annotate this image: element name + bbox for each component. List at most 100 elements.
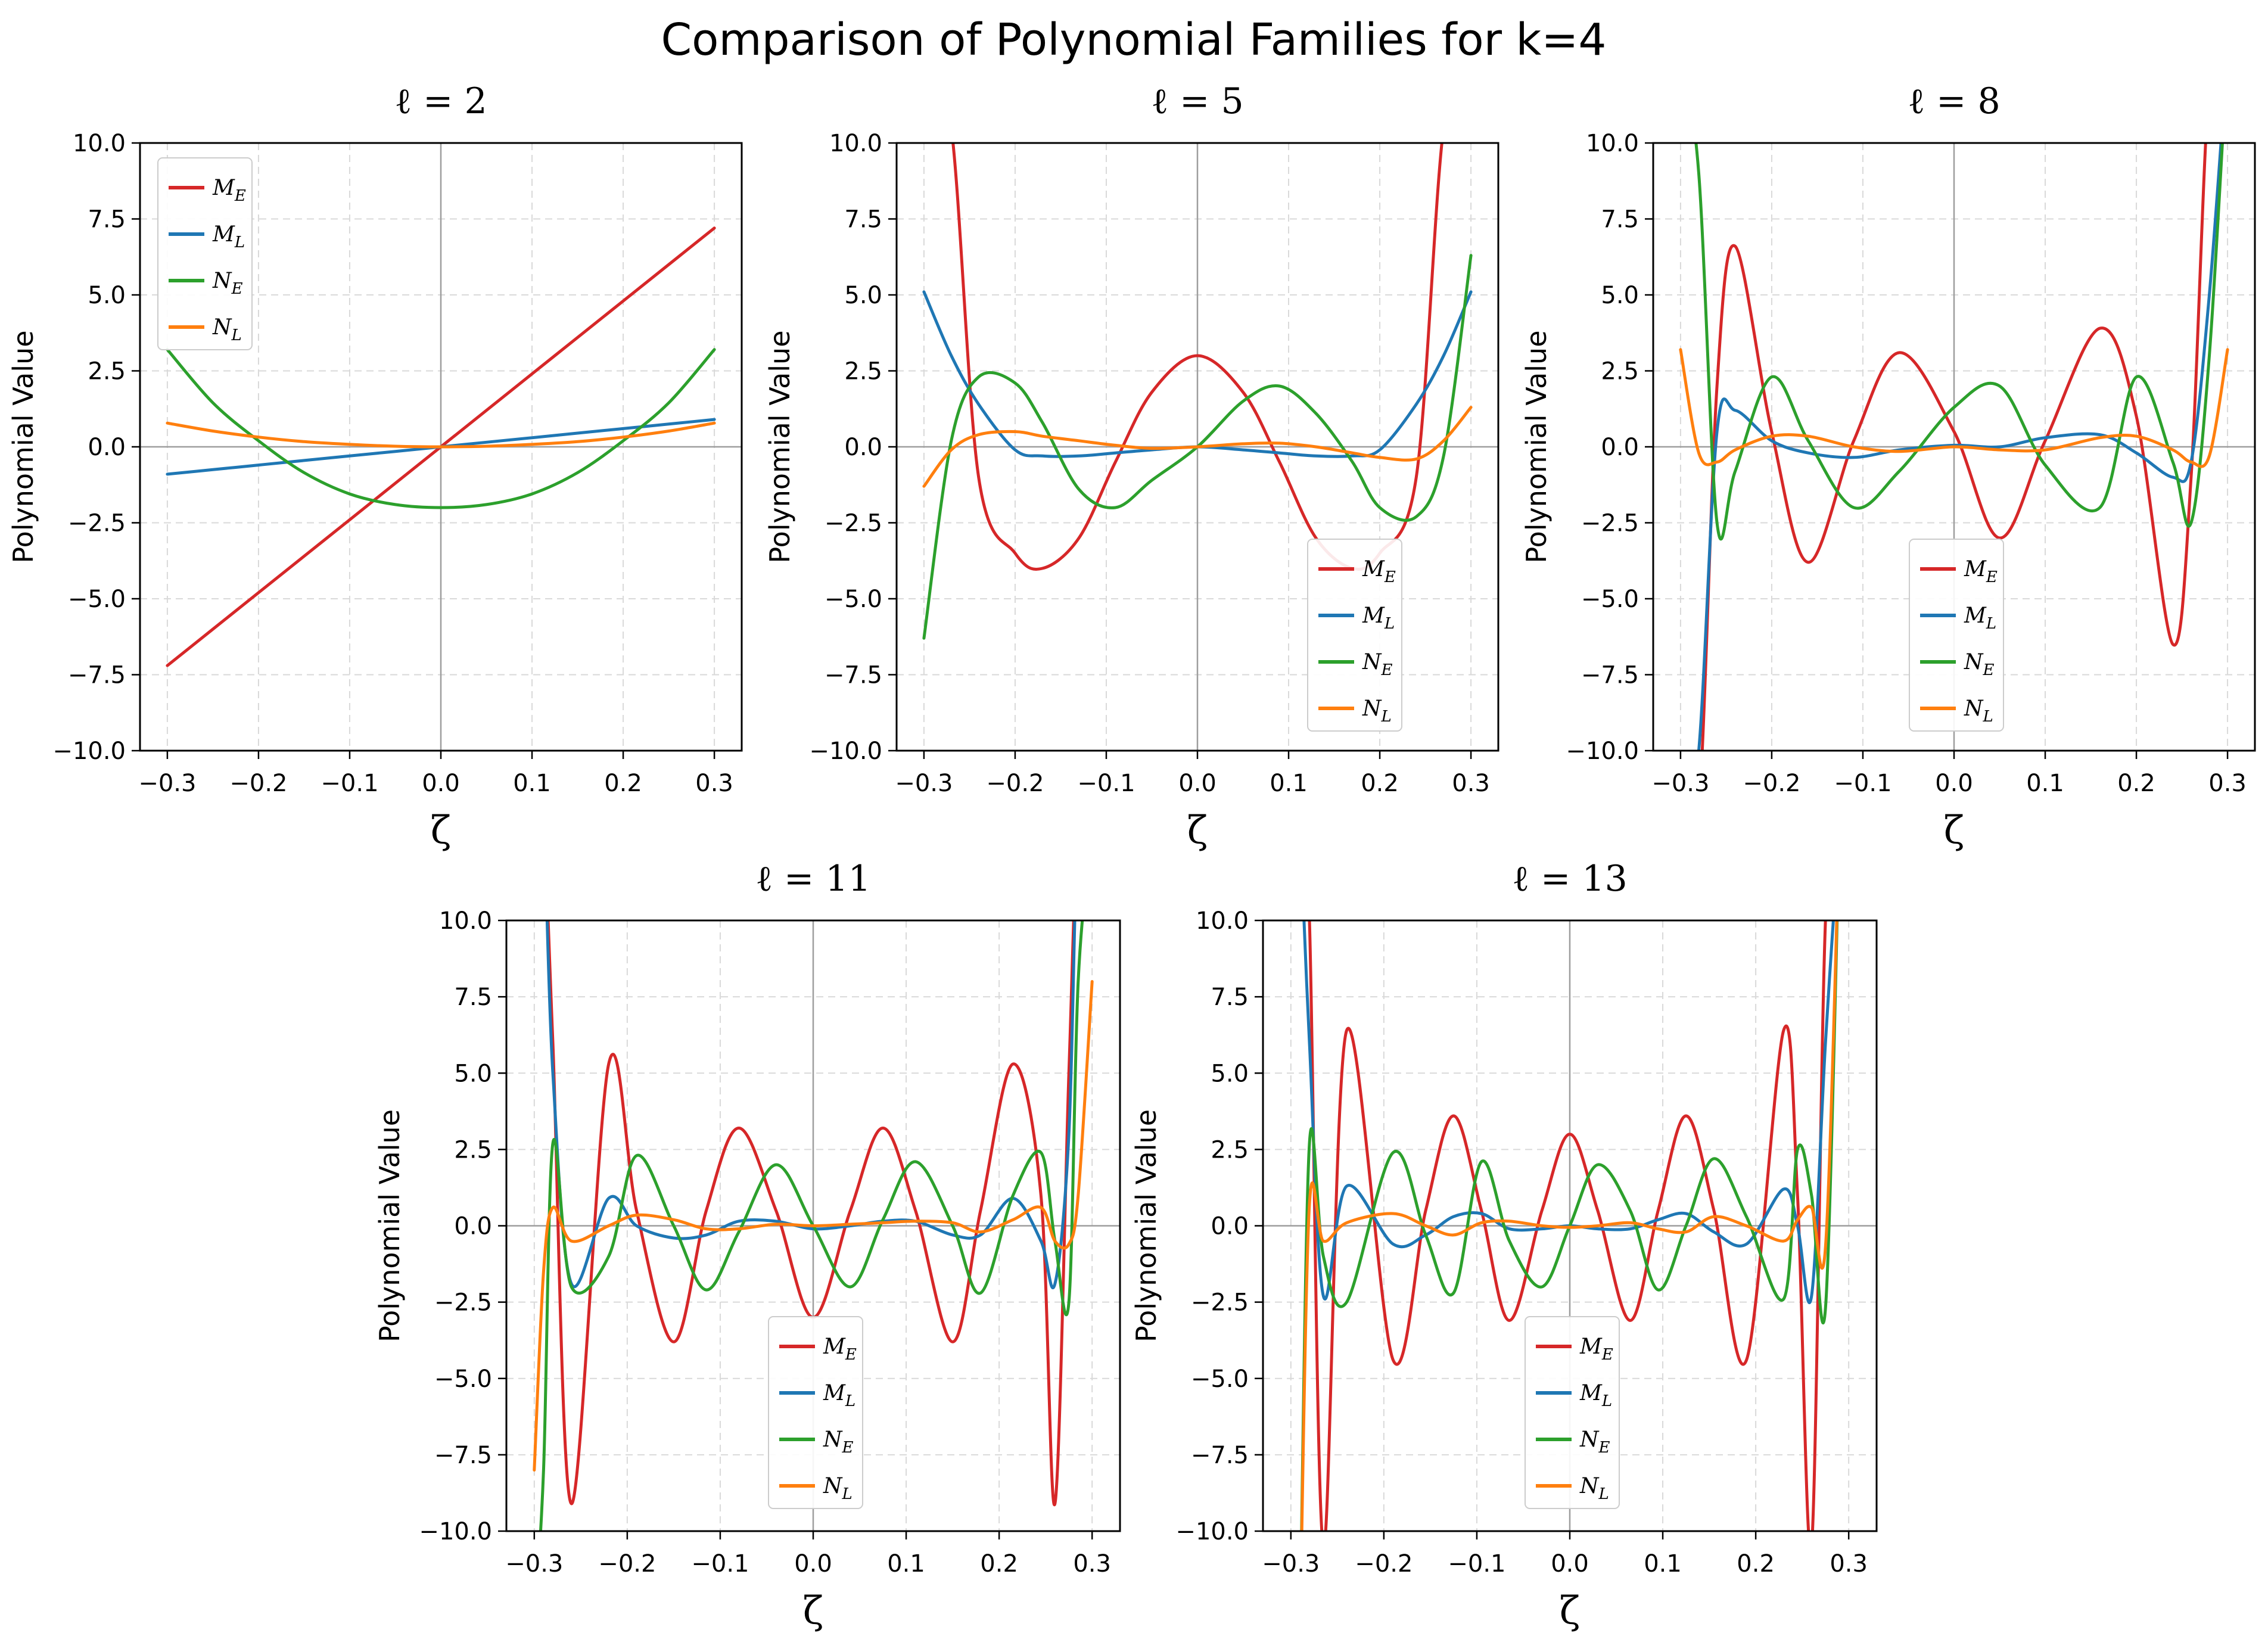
y-tick-label: 5.0 [88,282,126,309]
panel-title: ℓ = 11 [755,858,871,900]
x-tick-label: −0.2 [1743,770,1800,797]
x-tick-label: −0.1 [1834,770,1891,797]
y-tick-label: −2.5 [1191,1289,1249,1317]
y-tick-label: 0.0 [844,434,882,461]
y-tick-label: −5.0 [1581,586,1639,613]
panel-title: ℓ = 5 [1151,80,1243,122]
legend-label: ME [1362,557,1396,586]
y-tick-label: −2.5 [434,1289,492,1317]
y-tick-label: −2.5 [68,510,126,537]
y-tick-label: 7.5 [88,206,126,234]
x-tick-label: 0.1 [2026,770,2064,797]
x-tick-label: −0.2 [598,1550,656,1578]
panel-title: ℓ = 2 [394,80,487,122]
x-tick-label: 0.3 [1830,1550,1868,1578]
series-line-m-l [1697,143,2223,751]
x-tick-label: 0.1 [1270,770,1308,797]
legend-label: ML [1964,604,1996,633]
y-tick-label: 10.0 [439,907,492,935]
panel-3: −0.3 −0.2 −0.1 0.0 0.1 0.2 0.3 −10.0 −7.5 −5.0 −2.… [374,858,1121,1633]
x-tick-label: −0.3 [1651,770,1709,797]
x-tick-label: 0.3 [2208,770,2247,797]
y-tick-label: −5.0 [434,1366,492,1393]
series-line-m-e [1700,143,2207,751]
series-line-n-e [166,348,716,509]
y-tick-label: −5.0 [1191,1366,1249,1393]
series-lines [533,920,1094,1531]
series-lines [922,143,1473,640]
series-line-n-l [1679,348,2229,468]
series-line-m-e [546,920,1075,1507]
y-tick-label: −10.0 [809,738,882,765]
x-tick-label: −0.1 [691,1550,749,1578]
x-tick-label: −0.1 [321,770,378,797]
legend-box [157,157,253,350]
series-line-n-e [1694,143,2224,541]
y-tick-label: 7.5 [1601,206,1639,234]
y-tick-label: 0.0 [88,434,126,461]
y-tick-label: −2.5 [825,510,882,537]
y-tick-label: 2.5 [88,358,126,385]
figure-title: Comparison of Polynomial Families for k=… [661,14,1607,66]
x-tick-label: −0.2 [986,770,1044,797]
x-tick-label: 0.0 [1178,770,1217,797]
x-tick-label: −0.1 [1077,770,1135,797]
y-tick-label: −10.0 [419,1518,492,1545]
x-tick-label: 0.3 [1452,770,1490,797]
y-tick-label: 7.5 [844,206,882,234]
legend-box [1909,539,2004,732]
y-axis-label: Polynomial Value [374,1109,406,1342]
y-tick-label: 10.0 [1586,130,1639,157]
y-tick-label: −5.0 [68,586,126,613]
series-line-n-l [1300,920,1838,1531]
y-tick-label: 0.0 [1601,434,1639,461]
x-tick-label: 0.0 [794,1550,832,1578]
y-tick-label: 5.0 [1601,282,1639,309]
panel-1: −0.3 −0.2 −0.1 0.0 0.1 0.2 0.3 −10.0 −7.5 −5.0 −2.… [764,80,1499,853]
series-line-n-e [1300,920,1839,1531]
x-axis-label: ζ [1560,1589,1581,1633]
panel-title: ℓ = 8 [1908,80,2000,122]
x-tick-label: 0.1 [1644,1550,1682,1578]
series-line-n-l [533,980,1094,1472]
y-tick-label: 5.0 [1211,1060,1249,1087]
x-tick-label: 0.1 [513,770,551,797]
y-tick-label: 10.0 [1196,907,1249,935]
y-tick-label: −10.0 [1175,1518,1249,1545]
panels: −0.3 −0.2 −0.1 0.0 0.1 0.2 0.3 −10.0 −7.5 −5.0 −2.… [7,80,2256,1633]
series-line-n-l [922,406,1473,488]
series-line-m-e [1308,920,1827,1531]
x-tick-label: −0.3 [895,770,953,797]
y-tick-label: −7.5 [68,662,126,689]
y-tick-label: −7.5 [1191,1442,1249,1469]
series-line-n-l [166,421,716,449]
x-tick-label: 0.0 [1935,770,1973,797]
y-tick-label: −2.5 [1581,510,1639,537]
y-axis-label: Polynomial Value [1520,330,1553,563]
x-tick-label: 0.3 [1073,1550,1111,1578]
x-tick-label: −0.2 [229,770,287,797]
y-tick-label: 7.5 [454,984,492,1011]
legend-box [1525,1316,1620,1509]
y-axis-label: Polynomial Value [1130,1109,1162,1342]
y-tick-label: −7.5 [825,662,882,689]
x-tick-label: 0.2 [980,1550,1018,1578]
y-tick-label: 2.5 [454,1136,492,1164]
y-tick-label: 7.5 [1211,984,1249,1011]
x-axis-label: ζ [1944,808,1965,853]
x-tick-label: 0.2 [604,770,642,797]
y-tick-label: 2.5 [1211,1136,1249,1164]
x-tick-label: −0.3 [138,770,196,797]
y-axis-label: Polynomial Value [7,330,39,563]
y-tick-label: −7.5 [1581,662,1639,689]
x-axis-label: ζ [1187,808,1208,853]
x-tick-label: −0.3 [505,1550,563,1578]
y-tick-label: 10.0 [829,130,882,157]
y-tick-label: −10.0 [1566,738,1639,765]
y-tick-label: 0.0 [1211,1213,1249,1240]
series-line-m-e [951,143,1443,571]
y-tick-label: −10.0 [52,738,126,765]
